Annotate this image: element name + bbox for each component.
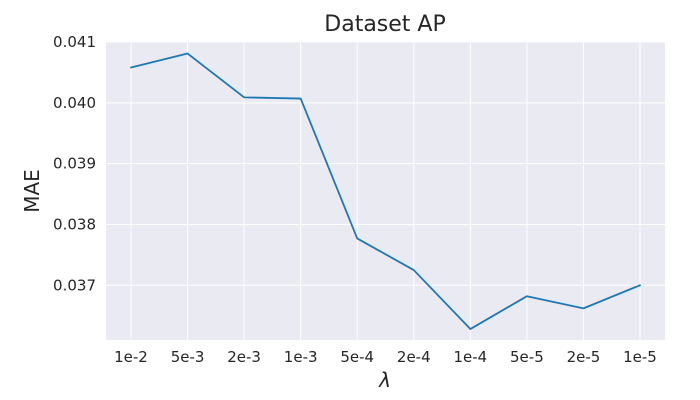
y-tick-label: 0.041 [53,33,96,51]
x-tick-label: 1e-2 [114,348,148,366]
x-tick-label: 1e-5 [623,348,657,366]
y-tick-label: 0.039 [53,155,96,173]
y-tick-label: 0.040 [53,94,96,112]
y-tick-label: 0.037 [53,276,96,294]
plot-area [106,42,665,340]
series-line [130,52,641,330]
x-tick-label: 2e-4 [397,348,431,366]
x-tick-label: 2e-3 [227,348,261,366]
y-tick-label: 0.038 [53,215,96,233]
x-tick-label: 1e-4 [453,348,487,366]
series-layer [130,52,641,330]
x-tick-label: 5e-3 [171,348,205,366]
x-tick-label: 1e-3 [284,348,318,366]
x-tick-label: 2e-5 [567,348,601,366]
chart-title: Dataset AP [324,12,445,37]
x-tick-label: 5e-5 [510,348,544,366]
x-tick-label: 5e-4 [340,348,374,366]
x-axis-label: λ [378,368,391,392]
grid [106,41,665,340]
x-tick-labels: 1e-2 5e-3 2e-3 1e-3 5e-4 2e-4 1e-4 5e-5 2e-5 1e-5 [114,348,657,366]
y-tick-labels: 0.037 0.038 0.039 0.040 0.041 [53,33,96,294]
y-axis-label: MAE [20,169,44,213]
